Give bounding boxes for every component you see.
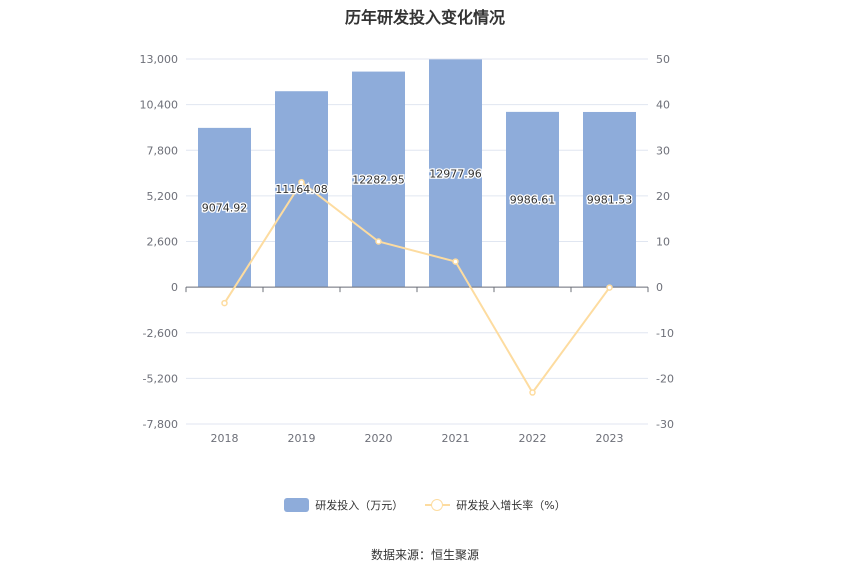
- legend-line-swatch: [425, 498, 451, 512]
- growth-point: [375, 238, 382, 245]
- y-right-tick-label: 30: [656, 144, 670, 157]
- y-left-tick-label: 0: [171, 281, 178, 294]
- chart-title: 历年研发投入变化情况: [344, 8, 505, 27]
- source-note: 数据来源：恒生聚源: [370, 548, 479, 562]
- bar-value-label: 12282.95: [352, 173, 405, 186]
- legend-bar-swatch: [284, 498, 310, 512]
- legend-item-bar[interactable]: 研发投入（万元）: [284, 497, 403, 513]
- x-tick-label: 2022: [519, 432, 547, 445]
- bar-value-label: 12977.96: [429, 167, 482, 180]
- legend-line-label: 研发投入增长率（%）: [456, 499, 566, 512]
- y-left-tick-label: -2,600: [143, 327, 178, 340]
- line-series: [221, 178, 613, 396]
- x-tick-label: 2018: [211, 432, 239, 445]
- bar: [352, 71, 405, 288]
- x-tick-label: 2021: [442, 432, 470, 445]
- data-labels: 9074.92 11164.08 12282.95 12977.96 9986.61 99…: [201, 166, 634, 216]
- bar: [506, 111, 559, 288]
- bar: [198, 127, 251, 288]
- growth-point: [221, 299, 228, 307]
- x-tick-label: 2023: [596, 432, 624, 445]
- y-left-tick-label: 10,400: [140, 99, 179, 112]
- y-right-tick-label: 40: [656, 99, 670, 112]
- bar-value-label: 9981.53: [587, 194, 633, 207]
- y-left-tick-label: 5,200: [147, 190, 179, 203]
- y-right-tick-label: 10: [656, 236, 670, 249]
- x-tick-label: 2019: [288, 432, 316, 445]
- grid-lines: [186, 58, 648, 425]
- y-right-tick-label: -30: [656, 418, 674, 431]
- bar-value-label: 11164.08: [275, 183, 328, 196]
- x-tick-label: 2020: [365, 432, 393, 445]
- legend-bar-label: 研发投入（万元）: [315, 499, 404, 512]
- bar: [583, 111, 636, 288]
- y-right-tick-label: 0: [656, 281, 663, 294]
- y-right-tick-label: -10: [656, 327, 674, 340]
- growth-point: [606, 284, 613, 291]
- y-right-tick-label: 50: [656, 53, 670, 66]
- bar-value-label: 9986.61: [510, 194, 556, 207]
- y-right-tick-label: 20: [656, 190, 670, 203]
- bar-value-label: 9074.92: [202, 202, 248, 215]
- axes: 13,000 50 10,400 40 7,800 30 5,200 20 2,600 10 0 0 -…: [140, 53, 674, 445]
- growth-point: [298, 178, 305, 186]
- y-left-tick-label: -7,800: [143, 418, 178, 431]
- bar: [429, 59, 482, 288]
- y-left-tick-label: 2,600: [147, 236, 179, 249]
- bar-series: [198, 59, 636, 288]
- legend: 研发投入（万元） 研发投入增长率（%）: [0, 497, 850, 513]
- y-left-tick-label: 13,000: [140, 53, 179, 66]
- y-left-tick-label: -5,200: [143, 372, 178, 385]
- y-right-tick-label: -20: [656, 372, 674, 385]
- growth-point: [529, 389, 536, 396]
- bar: [275, 91, 328, 288]
- growth-line: [223, 180, 611, 395]
- legend-item-line[interactable]: 研发投入增长率（%）: [425, 497, 566, 513]
- growth-point: [452, 258, 459, 265]
- y-left-tick-label: 7,800: [147, 144, 179, 157]
